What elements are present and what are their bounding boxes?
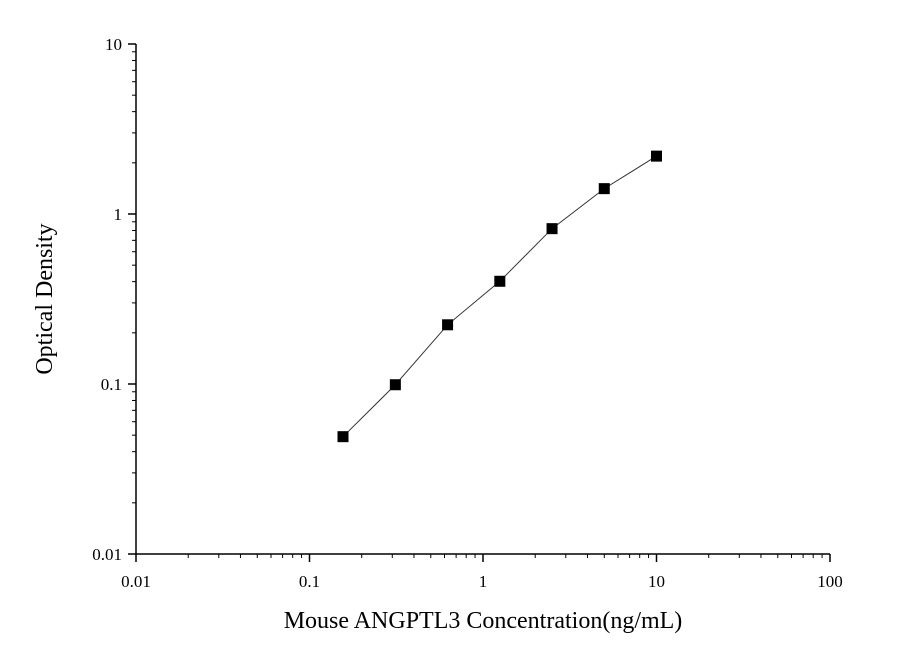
y-tick-label: 0.1 [101, 375, 122, 394]
x-tick-label: 0.1 [299, 572, 320, 591]
data-points [337, 150, 662, 443]
data-point [337, 431, 349, 443]
data-point [651, 150, 662, 162]
data-point [389, 379, 401, 391]
data-point [442, 319, 454, 331]
y-tick-label: 0.01 [92, 545, 122, 564]
fit-line-group [342, 155, 657, 438]
y-tick-label: 10 [105, 35, 122, 54]
y-tick-label: 1 [114, 205, 123, 224]
x-tick-label: 10 [648, 572, 665, 591]
ticks: 0.01 0.1 1 10 100 10 1 0.1 0.01 [92, 35, 843, 591]
data-point [494, 275, 506, 287]
x-axis-title: Mouse ANGPTL3 Concentration(ng/mL) [284, 608, 683, 634]
axes [135, 44, 830, 555]
fit-line [342, 155, 657, 438]
data-point [598, 183, 610, 195]
x-tick-label: 0.01 [121, 572, 151, 591]
data-point [546, 223, 558, 235]
x-tick-label: 1 [479, 572, 488, 591]
x-tick-label: 100 [817, 572, 843, 591]
y-axis-title: Optical Density [32, 223, 58, 374]
